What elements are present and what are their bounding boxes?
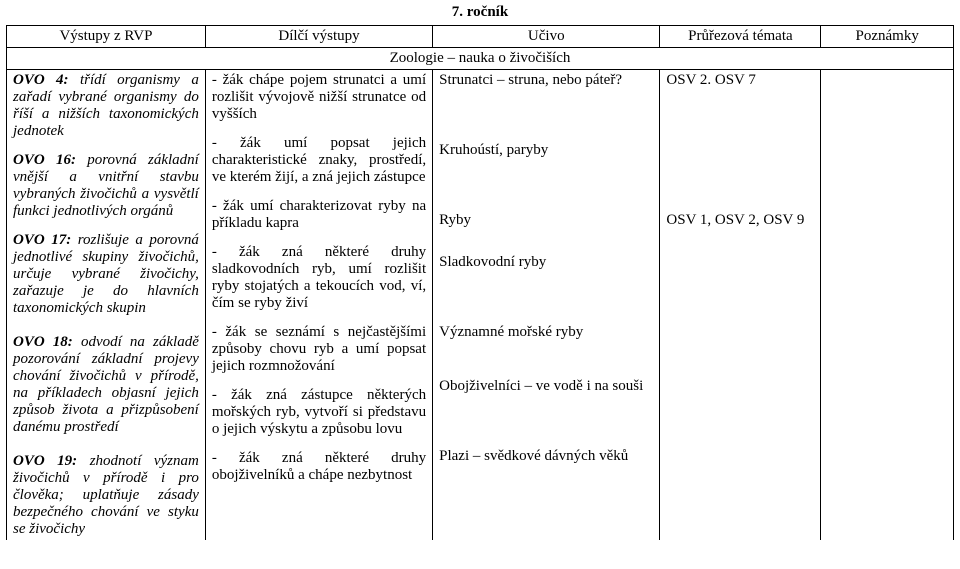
temata-block-1 xyxy=(666,142,814,200)
rvp-prefix-0: OVO 4: xyxy=(13,72,69,88)
dilci-block-2b: - žák zná některé druhy sladkovodních ry… xyxy=(212,244,426,312)
section-heading-row: Zoologie – nauka o živočiších xyxy=(7,48,954,70)
section-heading: Zoologie – nauka o živočiších xyxy=(7,48,954,70)
rvp-block-2: OVO 17: rozlišuje a porovná jednotlivé s… xyxy=(13,232,199,538)
dilci-block-2e: - žák zná některé druhy obojživelníků a … xyxy=(212,450,426,484)
ucivo-block-2d: Obojživelníci – ve vodě i na souši xyxy=(439,378,653,436)
cell-dilci: - žák chápe pojem strunatci a umí rozliš… xyxy=(205,70,432,541)
temata-block-2: OSV 1, OSV 2, OSV 9 xyxy=(666,212,814,229)
cell-temata: OSV 2. OSV 7 OSV 1, OSV 2, OSV 9 xyxy=(660,70,821,541)
col-header-rvp: Výstupy z RVP xyxy=(7,26,206,48)
ucivo-block-2e: Plazi – svědkové dávných věků xyxy=(439,448,653,465)
rvp-prefix-1: OVO 16: xyxy=(13,152,76,168)
col-header-temata: Průřezová témata xyxy=(660,26,821,48)
ucivo-block-1: Kruhoústí, paryby xyxy=(439,142,653,200)
cell-pozn xyxy=(821,70,954,541)
dilci-block-1: - žák umí popsat jejich charakteristické… xyxy=(212,135,426,186)
ucivo-block-2b: Sladkovodní ryby xyxy=(439,254,653,312)
dilci-block-2c: - žák se seznámí s nejčastějšími způsoby… xyxy=(212,324,426,375)
table-body-row: OVO 4: třídí organismy a zařadí vybrané … xyxy=(7,70,954,541)
rvp-block-0: OVO 4: třídí organismy a zařadí vybrané … xyxy=(13,72,199,140)
table-header-row: Výstupy z RVP Dílčí výstupy Učivo Průřez… xyxy=(7,26,954,48)
ucivo-block-0: Strunatci – struna, nebo páteř? xyxy=(439,72,653,130)
dilci-block-0: - žák chápe pojem strunatci a umí rozliš… xyxy=(212,72,426,123)
page-title: 7. ročník xyxy=(6,4,954,25)
col-header-ucivo: Učivo xyxy=(433,26,660,48)
col-header-pozn: Poznámky xyxy=(821,26,954,48)
cell-rvp: OVO 4: třídí organismy a zařadí vybrané … xyxy=(7,70,206,541)
ucivo-block-2a: Ryby xyxy=(439,212,653,242)
rvp-block-1: OVO 16: porovná základní vnější a vnitřn… xyxy=(13,152,199,220)
ucivo-block-2c: Významné mořské ryby xyxy=(439,324,653,366)
cell-ucivo: Strunatci – struna, nebo páteř? Kruhoúst… xyxy=(433,70,660,541)
page: 7. ročník Výstupy z RVP Dílčí výstupy Uč… xyxy=(0,0,960,569)
curriculum-table: Výstupy z RVP Dílčí výstupy Učivo Průřez… xyxy=(6,25,954,540)
dilci-block-2d: - žák zná zástupce některých mořských ry… xyxy=(212,387,426,438)
col-header-dilci: Dílčí výstupy xyxy=(205,26,432,48)
temata-block-0: OSV 2. OSV 7 xyxy=(666,72,814,130)
dilci-block-2a: - žák umí charakterizovat ryby na příkla… xyxy=(212,198,426,232)
